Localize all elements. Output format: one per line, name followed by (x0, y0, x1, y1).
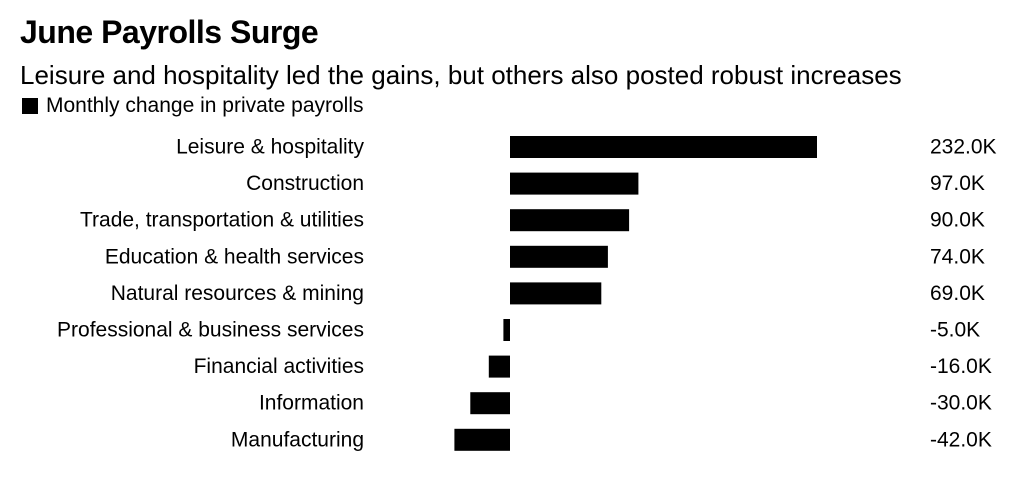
value-label: 74.0K (930, 245, 985, 268)
legend-swatch (22, 98, 38, 114)
category-label: Information (259, 392, 364, 415)
chart-title: June Payrolls Surge (20, 14, 319, 50)
value-label: -5.0K (930, 319, 980, 342)
bar (503, 319, 510, 341)
chart-subtitle: Leisure and hospitality led the gains, b… (20, 60, 902, 90)
value-label: 69.0K (930, 282, 985, 305)
category-label: Manufacturing (231, 428, 364, 451)
bar (510, 209, 630, 232)
bar (488, 355, 510, 378)
value-label: 90.0K (930, 209, 985, 232)
category-label: Professional & business services (57, 319, 364, 342)
category-label: Education & health services (105, 245, 364, 268)
bar (510, 245, 608, 268)
value-label: 232.0K (930, 136, 997, 159)
value-label: -30.0K (930, 392, 992, 415)
category-label: Leisure & hospitality (176, 136, 364, 159)
category-label: Trade, transportation & utilities (80, 209, 364, 232)
category-label: Natural resources & mining (111, 282, 364, 305)
legend: Monthly change in private payrolls (22, 94, 364, 118)
value-label: -16.0K (930, 355, 992, 378)
bar (510, 282, 602, 305)
legend-label: Monthly change in private payrolls (46, 94, 364, 117)
bar (510, 136, 817, 158)
category-label: Financial activities (194, 355, 364, 378)
bar (510, 172, 639, 195)
category-label: Construction (246, 172, 364, 195)
bar (470, 392, 510, 415)
value-label: 97.0K (930, 172, 985, 195)
bar (454, 428, 510, 451)
value-label: -42.0K (930, 428, 992, 451)
